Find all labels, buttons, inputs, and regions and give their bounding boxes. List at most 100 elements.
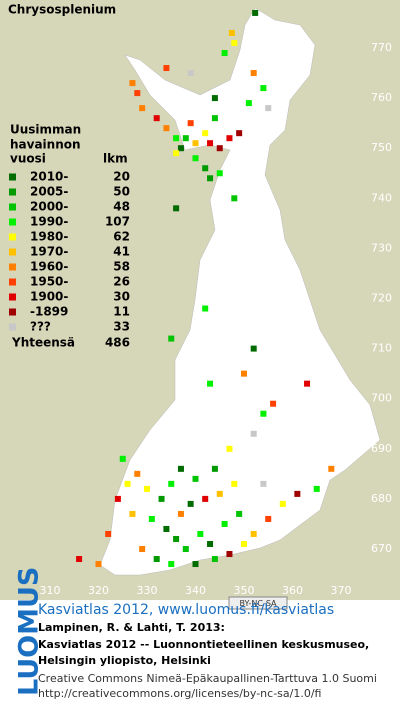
legend-label: 1960- [30,260,68,274]
observation-cell [173,150,180,157]
observation-cell [187,120,194,127]
observation-cell [148,515,155,522]
license-url[interactable]: http://creativecommons.org/licenses/by-n… [38,687,321,700]
observation-cell [211,115,218,122]
observation-cell [182,546,189,552]
observation-cell [182,135,189,142]
observation-cell [250,345,257,352]
observation-cell [173,135,180,142]
observation-cell [153,556,160,563]
observation-cell [221,50,228,57]
observation-cell [163,525,170,532]
observation-cell [236,510,243,517]
observation-cell [226,445,233,452]
observation-cell [265,515,272,522]
legend-total-label: Yhteensä [11,336,75,350]
logo: LUOMUS [14,567,45,696]
observation-cell [76,556,83,563]
observation-cell [207,380,214,387]
observation-cell [265,105,272,112]
observation-cell [139,105,146,112]
observation-cell [105,530,112,537]
legend-label: 2000- [30,200,68,214]
legend-swatch [9,248,16,256]
legend-swatch [9,323,16,331]
country-outline [99,7,381,576]
observation-cell [241,370,247,377]
observation-cell [207,540,214,547]
observation-cell [207,175,214,182]
legend-label: 1900- [30,290,68,304]
observation-cell [216,170,223,177]
observation-cell [260,410,267,417]
y-tick-label: 710 [371,342,392,355]
legend-heading: havainnon [10,138,81,152]
citation: Kasviatlas 2012 -- Luonnontieteellinen k… [38,638,369,651]
observation-cell [192,155,199,162]
legend-count: 11 [113,305,130,319]
observation-cell [202,165,209,172]
title: Chrysosplenium [8,3,116,17]
observation-cell [236,130,243,137]
observation-cell [114,495,121,502]
observation-cell [250,70,257,77]
observation-cell [177,465,184,472]
legend-count-heading: lkm [103,152,128,166]
x-tick-label: 350 [234,584,255,597]
observation-cell [252,9,259,16]
legend-swatch [9,263,16,271]
observation-cell [202,305,209,312]
license-badge[interactable] [228,596,288,610]
observation-cell [177,145,184,152]
legend-count: 48 [113,200,130,214]
legend-heading: vuosi [10,152,46,166]
legend-label: 2010- [30,170,68,184]
observation-cell [241,540,247,547]
legend-label: 1990- [30,215,68,229]
license-text: Creative Commons Nimeä-Epäkaupallinen-Ta… [38,672,377,685]
observation-cell [168,480,175,487]
observation-cell [211,556,218,563]
observation-cell [163,65,170,72]
y-tick-label: 690 [371,442,392,455]
observation-cell [226,551,233,558]
y-tick-label: 740 [371,191,392,204]
observation-cell [139,546,146,552]
citation: Lampinen, R. & Lahti, T. 2013: [38,621,225,634]
legend-heading: Uusimman [10,123,81,137]
observation-cell [231,480,238,487]
legend-label: 2005- [30,185,68,199]
legend-swatch [9,218,16,226]
legend-label: 1950- [30,275,68,289]
observation-cell [231,39,238,46]
legend-count: 33 [113,320,130,334]
legend-count: 58 [113,260,130,274]
observation-cell [211,95,218,102]
x-tick-label: 310 [40,584,61,597]
observation-cell [216,490,223,497]
observation-cell [197,530,204,537]
y-tick-label: 750 [371,141,392,154]
observation-cell [187,500,194,507]
observation-cell [158,495,165,502]
observation-cell [173,535,180,542]
observation-cell [192,140,199,147]
x-tick-label: 320 [88,584,109,597]
observation-cell [260,480,267,487]
observation-cell [231,195,238,202]
observation-cell [134,90,141,97]
observation-cell [168,335,175,342]
y-tick-label: 720 [371,292,392,305]
footer-link[interactable]: Kasviatlas 2012, www.luomus.fi/kasviatla… [38,602,334,618]
legend-count: 26 [113,275,130,289]
citation: Helsingin yliopisto, Helsinki [38,654,211,667]
observation-cell [270,400,277,407]
observation-cell [304,380,311,387]
license-badge-text: BY-NC-SA [239,599,277,608]
legend-swatch [9,278,16,286]
observation-cell [134,470,141,477]
legend-count: 20 [113,170,130,184]
y-tick-label: 730 [371,241,392,254]
legend-swatch [9,308,16,316]
